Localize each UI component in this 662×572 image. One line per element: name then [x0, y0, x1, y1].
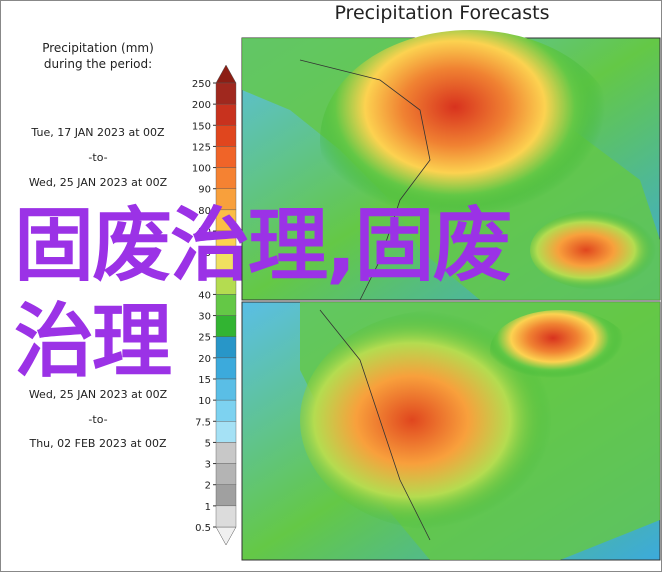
- title: Precipitation Forecasts: [334, 2, 549, 24]
- tick-label: 80: [198, 206, 211, 217]
- period-end: Wed, 25 JAN 2023 at 00Z: [29, 176, 168, 189]
- colorbar-cell: [215, 167, 237, 189]
- colorbar-cell: [215, 505, 237, 528]
- colorbar: 25020015012510090807060504030252015107.5…: [192, 64, 237, 546]
- tick-label: 20: [198, 354, 211, 365]
- overlay-text: 固废治理,固废 治理: [14, 199, 512, 388]
- tick-label: 0.5: [195, 523, 211, 534]
- colorbar-end: [215, 526, 237, 546]
- tick-label: 2: [205, 481, 211, 492]
- colorbar-cell: [215, 484, 237, 507]
- colorbar-cell: [215, 442, 237, 464]
- tick-label: 7.5: [195, 417, 211, 428]
- tick-label: 250: [192, 79, 211, 90]
- tick-label: 5: [205, 438, 211, 449]
- tick-label: 100: [192, 164, 211, 175]
- tick-label: 10: [198, 396, 211, 407]
- tick-label: 30: [198, 312, 211, 323]
- colorbar-cell: [215, 399, 237, 422]
- period-start: Wed, 25 JAN 2023 at 00Z: [29, 388, 168, 401]
- tick-label: 50: [198, 269, 211, 280]
- colorbar-cell: [215, 125, 237, 147]
- tick-label: 150: [192, 121, 211, 132]
- tick-label: 1: [205, 502, 211, 513]
- tick-label: 90: [198, 185, 211, 196]
- tick-label: 125: [192, 142, 211, 153]
- period-separator: -to-: [88, 151, 107, 164]
- tick-label: 25: [198, 333, 211, 344]
- tick-label: 15: [198, 375, 211, 386]
- period-end: Thu, 02 FEB 2023 at 00Z: [28, 437, 167, 450]
- colorbar-cell: [215, 82, 237, 105]
- period-start: Tue, 17 JAN 2023 at 00Z: [30, 126, 165, 139]
- colorbar-cell: [215, 146, 237, 168]
- tick-label: 60: [198, 248, 211, 259]
- period-separator: -to-: [88, 413, 107, 426]
- legend-heading: during the period:: [44, 57, 152, 71]
- colorbar-cell: [215, 421, 237, 443]
- map-bottom: [241, 301, 661, 561]
- tick-label: 70: [198, 227, 211, 238]
- legend-heading: Precipitation (mm): [42, 41, 154, 55]
- tick-label: 3: [205, 460, 211, 471]
- colorbar-end: [215, 64, 237, 84]
- tick-label: 40: [198, 290, 211, 301]
- map-top: [241, 30, 662, 301]
- colorbar-cell: [215, 103, 237, 126]
- tick-label: 200: [192, 100, 211, 111]
- colorbar-cell: [215, 463, 237, 485]
